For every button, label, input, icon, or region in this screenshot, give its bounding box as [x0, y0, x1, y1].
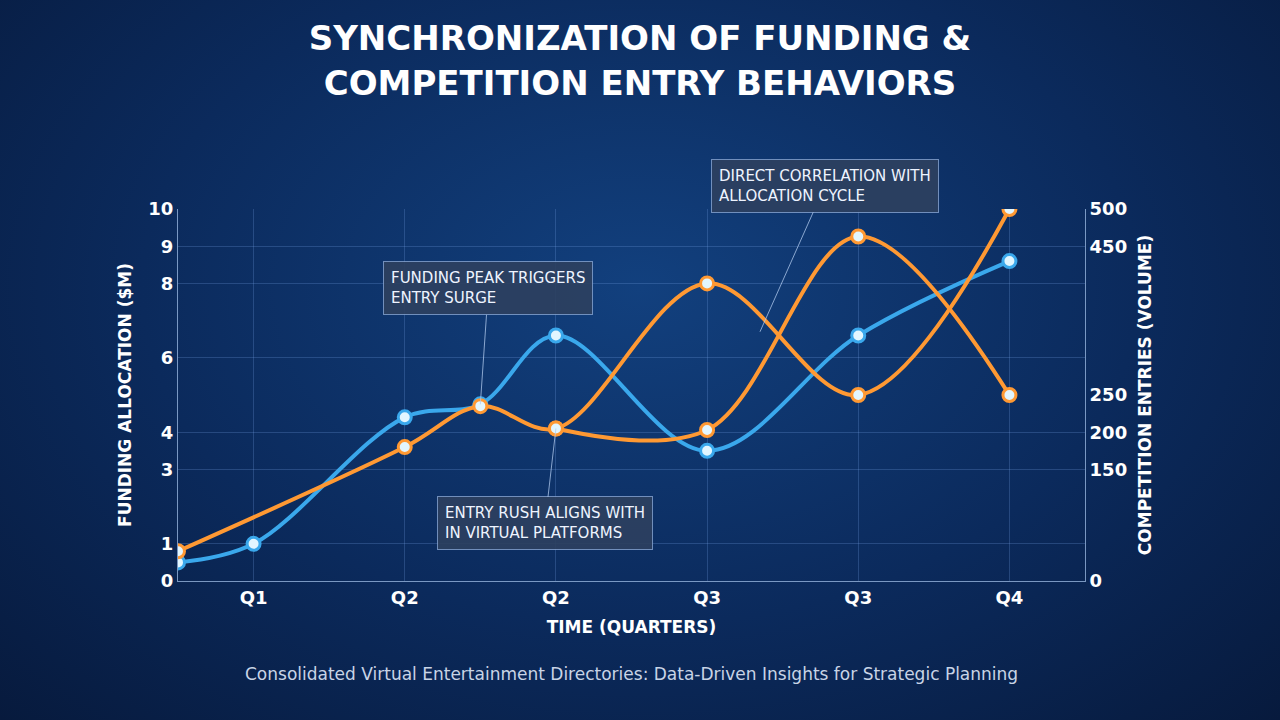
- svg-text:200: 200: [1090, 422, 1128, 443]
- svg-text:COMPETITION ENTRIES (VOLUME): COMPETITION ENTRIES (VOLUME): [1135, 235, 1155, 555]
- svg-text:Q3: Q3: [844, 587, 872, 608]
- svg-text:FUNDING PEAK TRIGGERSENTRY SUR: FUNDING PEAK TRIGGERSENTRY SURGE: [391, 269, 585, 307]
- svg-text:ENTRY RUSH ALIGNS WITHIN VIRTU: ENTRY RUSH ALIGNS WITHIN VIRTUAL PLATFOR…: [445, 504, 645, 542]
- svg-text:SYNCHRONIZATION OF FUNDING &CO: SYNCHRONIZATION OF FUNDING &COMPETITION …: [309, 18, 972, 102]
- svg-text:500: 500: [1090, 198, 1128, 219]
- svg-text:Q4: Q4: [996, 587, 1024, 608]
- svg-text:3: 3: [161, 459, 174, 480]
- svg-text:DIRECT CORRELATION WITHALLOCAT: DIRECT CORRELATION WITHALLOCATION CYCLE: [719, 167, 931, 205]
- svg-text:Q2: Q2: [542, 587, 570, 608]
- svg-text:250: 250: [1090, 384, 1128, 405]
- svg-text:0: 0: [1090, 570, 1103, 591]
- svg-text:10: 10: [148, 198, 173, 219]
- svg-text:Q3: Q3: [693, 587, 721, 608]
- svg-text:4: 4: [161, 422, 174, 443]
- svg-text:150: 150: [1090, 459, 1128, 480]
- svg-text:450: 450: [1090, 236, 1128, 257]
- svg-text:1: 1: [161, 533, 174, 554]
- svg-text:6: 6: [161, 347, 174, 368]
- svg-text:8: 8: [161, 273, 174, 294]
- svg-text:Consolidated Virtual Entertain: Consolidated Virtual Entertainment Direc…: [245, 664, 1018, 684]
- svg-text:TIME (QUARTERS): TIME (QUARTERS): [547, 617, 717, 637]
- svg-text:Q2: Q2: [391, 587, 419, 608]
- svg-text:FUNDING ALLOCATION ($M): FUNDING ALLOCATION ($M): [115, 263, 135, 527]
- svg-text:0: 0: [161, 570, 174, 591]
- svg-text:9: 9: [161, 236, 174, 257]
- svg-text:Q1: Q1: [240, 587, 268, 608]
